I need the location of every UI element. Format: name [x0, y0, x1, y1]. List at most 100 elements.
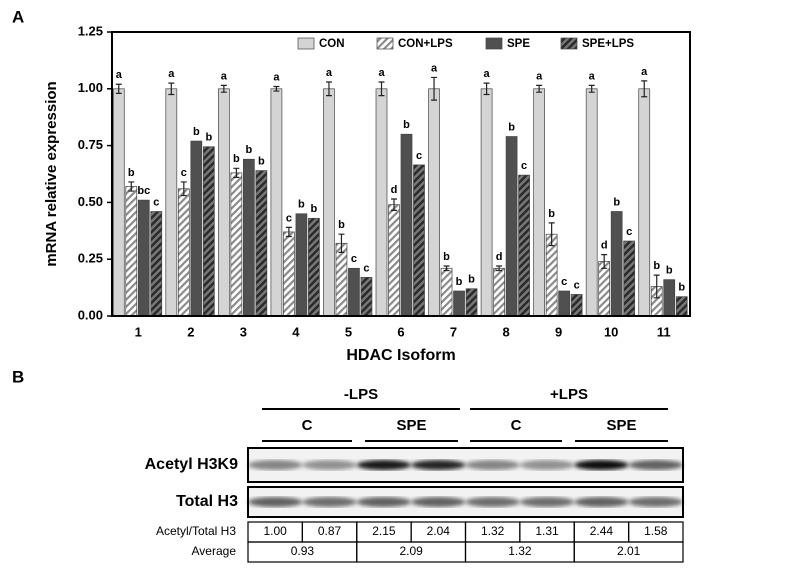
- bar: [493, 267, 505, 317]
- error-bar: [536, 84, 543, 93]
- bar: [480, 88, 493, 317]
- bar: [165, 88, 178, 317]
- significance-letter: b: [298, 199, 305, 211]
- x-axis-title: HDAC Isoform: [346, 347, 455, 364]
- bar: [400, 133, 413, 317]
- blot-band: [519, 460, 575, 470]
- error-bar: [653, 274, 660, 299]
- significance-letter: b: [233, 153, 240, 165]
- bar: [453, 290, 465, 317]
- bar: [638, 88, 651, 317]
- error-bar: [325, 81, 332, 97]
- table-cell: [573, 541, 684, 563]
- panel-label: A: [12, 7, 24, 26]
- significance-letter: c: [153, 196, 159, 208]
- bar: [440, 267, 453, 317]
- error-bar: [285, 226, 292, 238]
- significance-letter: a: [273, 71, 280, 83]
- bar: [308, 217, 320, 317]
- significance-letter: a: [536, 70, 543, 82]
- bar: [623, 240, 636, 317]
- blot-band: [356, 497, 412, 507]
- error-bar: [220, 84, 227, 93]
- y-tick-label: 1.00: [78, 80, 103, 95]
- significance-letter: a: [484, 68, 491, 80]
- significance-letter: b: [193, 126, 200, 138]
- error-bar: [128, 181, 135, 192]
- bar: [388, 204, 400, 317]
- x-tick-label: 9: [555, 324, 562, 339]
- significance-letter: a: [116, 69, 123, 81]
- bar: [360, 277, 373, 317]
- significance-letter: b: [403, 119, 410, 131]
- error-bar: [115, 83, 122, 94]
- y-tick-label: 0.25: [78, 251, 103, 266]
- table-value: 0.87: [318, 524, 342, 538]
- legend-swatch: [485, 37, 503, 50]
- panel-label: B: [12, 367, 24, 386]
- blot-frame: [247, 447, 684, 483]
- error-bar: [443, 265, 450, 272]
- bar: [348, 267, 360, 317]
- significance-letter: b: [653, 260, 660, 272]
- x-tick-label: 2: [187, 324, 194, 339]
- table-value: 1.58: [644, 524, 668, 538]
- error-bar: [496, 265, 503, 272]
- table-value: 1.31: [535, 524, 559, 538]
- subgroup-label: SPE: [606, 417, 636, 434]
- y-tick-label: 1.25: [78, 23, 103, 38]
- legend-label: SPE+LPS: [582, 38, 634, 50]
- bar: [202, 146, 215, 317]
- table-value: 1.00: [264, 524, 288, 538]
- bar: [270, 88, 283, 317]
- x-tick-label: 8: [502, 324, 509, 339]
- error-bar: [378, 81, 385, 97]
- bar: [545, 233, 558, 317]
- error-bar: [601, 254, 608, 269]
- bar: [533, 88, 545, 317]
- significance-letter: a: [378, 67, 385, 79]
- blot-band: [628, 497, 683, 507]
- bar: [558, 290, 570, 317]
- bar: [323, 88, 335, 317]
- blot-band: [519, 497, 575, 507]
- table-value: 1.32: [481, 524, 505, 538]
- significance-letter: b: [245, 144, 252, 156]
- table-value: 2.44: [590, 524, 614, 538]
- x-tick-label: 11: [657, 324, 671, 339]
- bar: [585, 88, 598, 317]
- bar: [243, 158, 255, 317]
- x-tick-label: 4: [292, 324, 300, 339]
- legend-swatch: [560, 37, 578, 50]
- legend-label: CON+LPS: [398, 38, 453, 50]
- significance-letter: b: [548, 208, 555, 220]
- significance-letter: a: [589, 70, 596, 82]
- significance-letter: d: [601, 240, 608, 252]
- x-tick-label: 5: [345, 324, 352, 339]
- table-value: 2.04: [427, 524, 451, 538]
- x-tick-label: 10: [604, 324, 618, 339]
- error-bar: [180, 181, 187, 197]
- bar: [413, 164, 425, 317]
- significance-letter: b: [468, 274, 475, 286]
- significance-letter: c: [574, 279, 580, 291]
- blot-frame: [247, 486, 684, 518]
- legend-swatch: [297, 37, 315, 50]
- blot-band: [248, 497, 303, 507]
- subgroup-label: C: [511, 417, 522, 434]
- bar: [150, 211, 163, 317]
- bar: [518, 174, 530, 317]
- blot-band: [411, 497, 466, 507]
- y-tick-label: 0.50: [78, 194, 103, 209]
- legend-label: CON: [319, 38, 345, 50]
- significance-letter: b: [443, 251, 450, 263]
- significance-letter: b: [338, 219, 345, 231]
- blot-band: [574, 497, 629, 507]
- legend-label: SPE: [507, 38, 530, 50]
- blot-band: [465, 497, 520, 507]
- significance-letter: b: [666, 265, 673, 277]
- bar: [598, 261, 611, 317]
- significance-letter: d: [391, 184, 398, 196]
- significance-letter: a: [168, 68, 175, 80]
